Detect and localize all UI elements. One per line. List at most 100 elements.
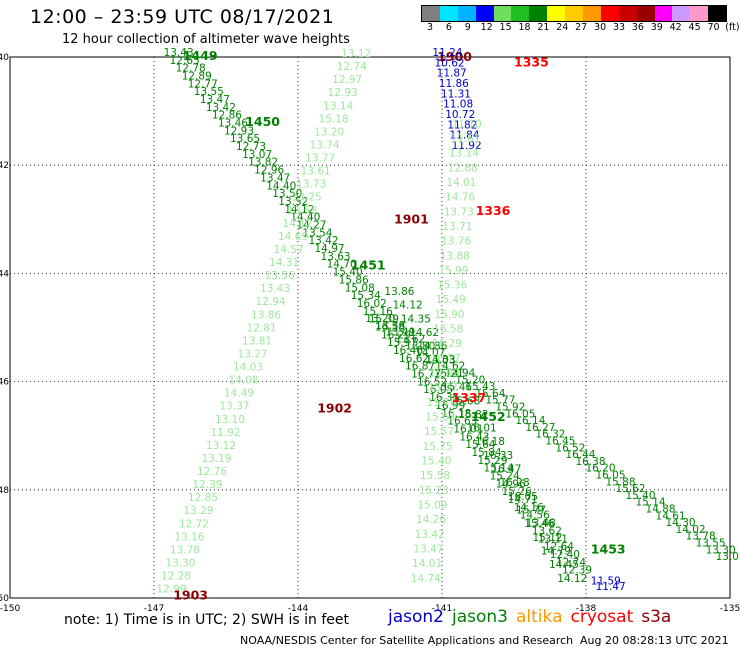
wave-height-value: 16.35	[429, 392, 459, 404]
wave-height-value: 12.99	[156, 584, 186, 596]
pass-time-label: 1450	[245, 114, 280, 129]
wave-height-value: 13.20	[314, 126, 344, 138]
color-scale-cell	[672, 6, 691, 21]
wave-height-value: 16.62	[399, 353, 429, 365]
wave-height-value: 14.30	[666, 517, 696, 529]
wave-height-value: 16.14	[515, 415, 545, 427]
wave-height-value: 12.94	[256, 296, 286, 308]
legend-jason2: jason2	[388, 607, 444, 627]
wave-height-value: 16.45	[545, 436, 575, 448]
wave-height-value: 11.59	[591, 575, 621, 587]
pass-time-label: 1453	[591, 541, 626, 556]
longitude-tick-label: -147	[144, 604, 164, 614]
wave-height-value: 14.94	[445, 367, 475, 379]
pass-time-label: 1901	[394, 211, 429, 226]
legend-jason3: jason3	[452, 607, 508, 627]
wave-height-value: 16.77	[431, 353, 461, 365]
wave-height-value: 15.57	[424, 426, 454, 438]
satellite-pass: 1336	[476, 203, 511, 218]
color-scale-cell	[690, 6, 709, 21]
wave-height-value: 13.82	[248, 157, 278, 169]
wave-height-value: 15.99	[438, 265, 468, 277]
wave-height-value: 13.81	[242, 335, 272, 347]
wave-height-value: 12.39	[562, 565, 592, 577]
wave-height-value: 15.18	[319, 113, 349, 125]
satellite-pass: 13.4312.6512.7812.8912.7713.5513.4713.42…	[164, 47, 592, 577]
color-scale-label: 3	[426, 22, 434, 33]
pass-time-label: 1902	[317, 401, 352, 416]
wave-height-value: 14.62	[435, 361, 465, 373]
wave-height-value: 14.40	[266, 180, 296, 192]
wave-height-value: 15.39	[369, 314, 399, 326]
wave-height-value: 14.71	[508, 494, 538, 506]
color-scale-cell	[529, 6, 548, 21]
wave-height-value: 15.69	[429, 368, 459, 380]
wave-height-value: 11.92	[210, 427, 240, 439]
wave-height-value: 15.40	[625, 490, 655, 502]
wave-height-value: 14.97	[315, 243, 345, 255]
wave-height-value: 16.05	[595, 470, 625, 482]
wave-height-value: 12.65	[170, 55, 200, 67]
units-note: note: 1) Time is in UTC; 2) SWH is in fe…	[64, 612, 350, 628]
wave-height-value: 14.03	[233, 362, 263, 374]
wave-height-value: 13.56	[265, 270, 295, 282]
wave-height-value: 15.14	[484, 463, 514, 475]
satellite-pass: 13.2013.3813.4913.6213.8014.0714.3314.62…	[245, 114, 740, 563]
wave-height-value: 12.96	[254, 165, 284, 177]
satellite-pass: 1901	[394, 211, 429, 226]
color-scale-label: 33	[612, 22, 626, 33]
wave-height-value: 15.16	[363, 306, 393, 318]
wave-height-value: 14.12	[393, 300, 423, 312]
wave-height-value: 13.38	[375, 320, 405, 332]
color-scale-label: (ft)	[725, 22, 740, 33]
wave-height-value: 13.74	[310, 139, 340, 151]
wave-height-value: 12.40	[550, 549, 580, 561]
color-scale-label: 45	[688, 22, 701, 33]
wave-height-value: 16.32	[535, 429, 565, 441]
wave-height-value: 12.28	[161, 571, 191, 583]
wave-height-value: 15.14	[636, 497, 666, 509]
wave-height-value: 11.08	[443, 99, 473, 111]
wave-height-value: 14.01	[412, 558, 442, 570]
wave-height-value: 15.92	[495, 402, 525, 414]
wave-height-value: 15.40	[333, 267, 363, 279]
wave-height-value: 15.88	[605, 476, 635, 488]
pass-time-label: 1335	[514, 54, 549, 69]
wave-height-value: 15.75	[423, 441, 453, 453]
wave-height-value: 12.78	[176, 63, 206, 75]
latitude-tick-label: -44	[0, 269, 9, 279]
wave-height-value: 16.99	[435, 400, 465, 412]
color-scale-cell	[565, 6, 584, 21]
color-scale-cell	[600, 6, 619, 21]
satellite-pass: 11.2410.6211.8711.8611.3111.0810.7211.82…	[432, 47, 481, 152]
wave-height-value: 16.01	[467, 423, 497, 435]
wave-height-value: 14.57	[274, 244, 304, 256]
wave-height-value: 15.49	[436, 294, 466, 306]
wave-height-value: 15.08	[345, 282, 375, 294]
wave-height-value: 13.52	[278, 196, 308, 208]
wave-height-value: 16.58	[375, 321, 405, 333]
wave-height-value: 16.44	[565, 449, 595, 461]
wave-height-value: 11.87	[437, 68, 467, 80]
wave-height-value: 14.76	[445, 192, 475, 204]
wave-height-value: 14.62	[409, 327, 439, 339]
legend-altika: altika	[516, 607, 563, 627]
color-scale-cell	[511, 6, 530, 21]
wave-height-value: 13.14	[323, 100, 353, 112]
wave-height-value: 16.28	[500, 477, 530, 489]
wave-height-value: 13.07	[242, 149, 272, 161]
wave-height-value: 15.46	[524, 518, 554, 530]
wave-height-value: 13.55	[696, 538, 726, 550]
wave-height-value: 14.35	[401, 313, 431, 325]
wave-height-value: 15.03	[426, 354, 456, 366]
wave-height-value: 15.09	[417, 499, 447, 511]
wave-height-value: 14.12	[283, 218, 313, 230]
latitude-tick-label: -46	[0, 378, 9, 388]
color-scale-labels: 3 6 9 12 15 18 21 24 27 30 33 36 39 42 45 70 (ft)	[421, 22, 740, 34]
longitude-tick-label: -141	[432, 604, 452, 614]
wave-height-value: 15.43	[465, 381, 495, 393]
pass-time-label: 1900	[437, 49, 472, 64]
wave-height-value: 16.05	[508, 491, 538, 503]
wave-height-value: 10.62	[435, 57, 465, 69]
wave-height-value: 14.31	[269, 257, 299, 269]
